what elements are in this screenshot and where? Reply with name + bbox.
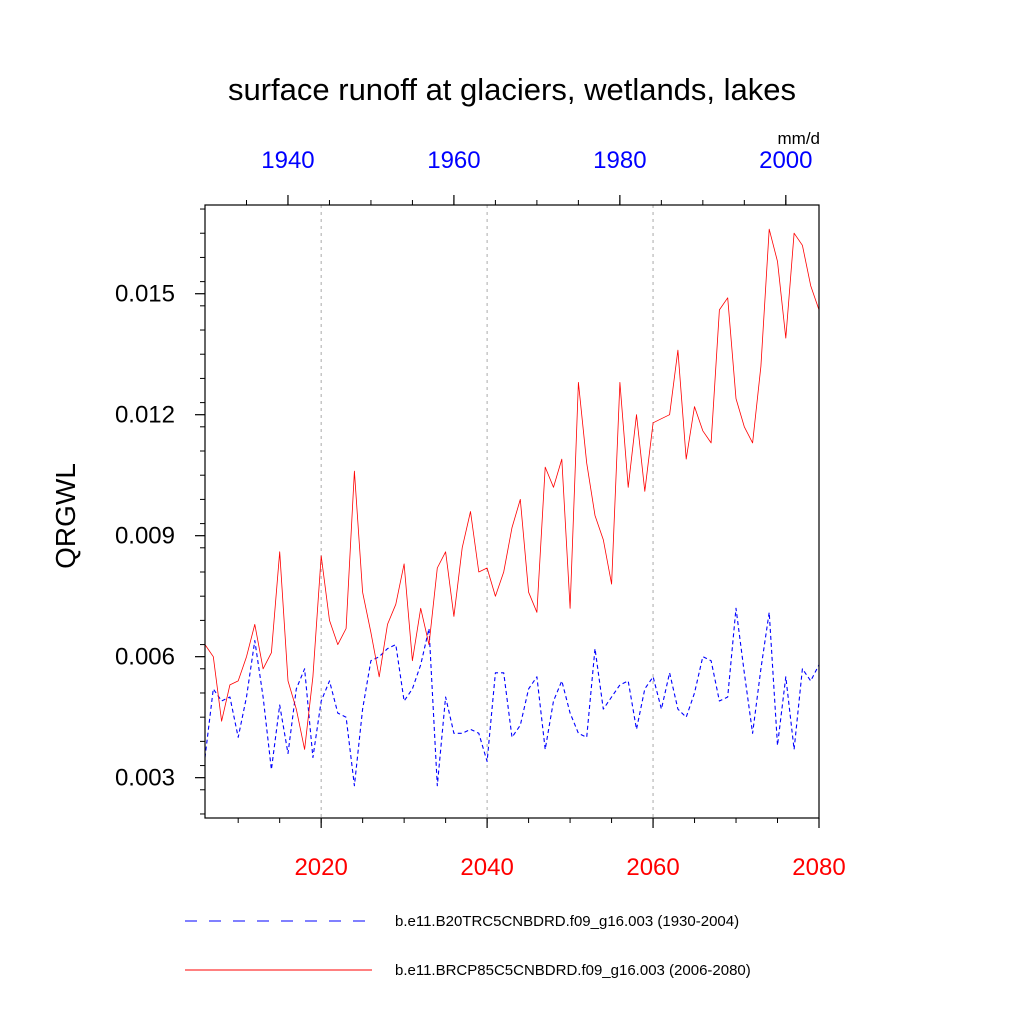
grid-lines [320, 205, 654, 818]
y-tick-label: 0.003 [115, 765, 175, 792]
top-tick-label-1960: 1960 [427, 147, 480, 174]
bottom-tick-label-2060: 2060 [626, 854, 679, 881]
y-tick-label: 0.009 [115, 523, 175, 550]
y-tick-label: 0.012 [115, 402, 175, 429]
chart-title: surface runoff at glaciers, wetlands, la… [228, 72, 796, 107]
series-line-1 [204, 228, 820, 750]
series-layer [204, 228, 820, 787]
plot-frame [204, 204, 820, 819]
top-tick-label-1940: 1940 [261, 147, 314, 174]
y-tick-label: 0.015 [115, 281, 175, 308]
top-tick-label-2000: 2000 [759, 147, 812, 174]
axes: 2020 2040 2060 2080 1940 1960 1980 2000 0.003 0.0… [115, 147, 846, 881]
legend: b.e11.B20TRC5CNBDRD.f09_g16.003 (1930-20… [185, 913, 751, 979]
bottom-tick-label-2020: 2020 [294, 854, 347, 881]
y-axis-label: QRGWL [50, 463, 81, 569]
bottom-tick-label-2080: 2080 [792, 854, 845, 881]
top-tick-label-1980: 1980 [593, 147, 646, 174]
units-label: mm/d [778, 129, 821, 148]
legend-label-rcp85: b.e11.BRCP85C5CNBDRD.f09_g16.003 (2006-2… [395, 962, 751, 979]
legend-label-historical: b.e11.B20TRC5CNBDRD.f09_g16.003 (1930-20… [395, 913, 739, 930]
series-line-0 [204, 607, 820, 787]
bottom-tick-label-2040: 2040 [460, 854, 513, 881]
y-tick-label: 0.006 [115, 644, 175, 671]
